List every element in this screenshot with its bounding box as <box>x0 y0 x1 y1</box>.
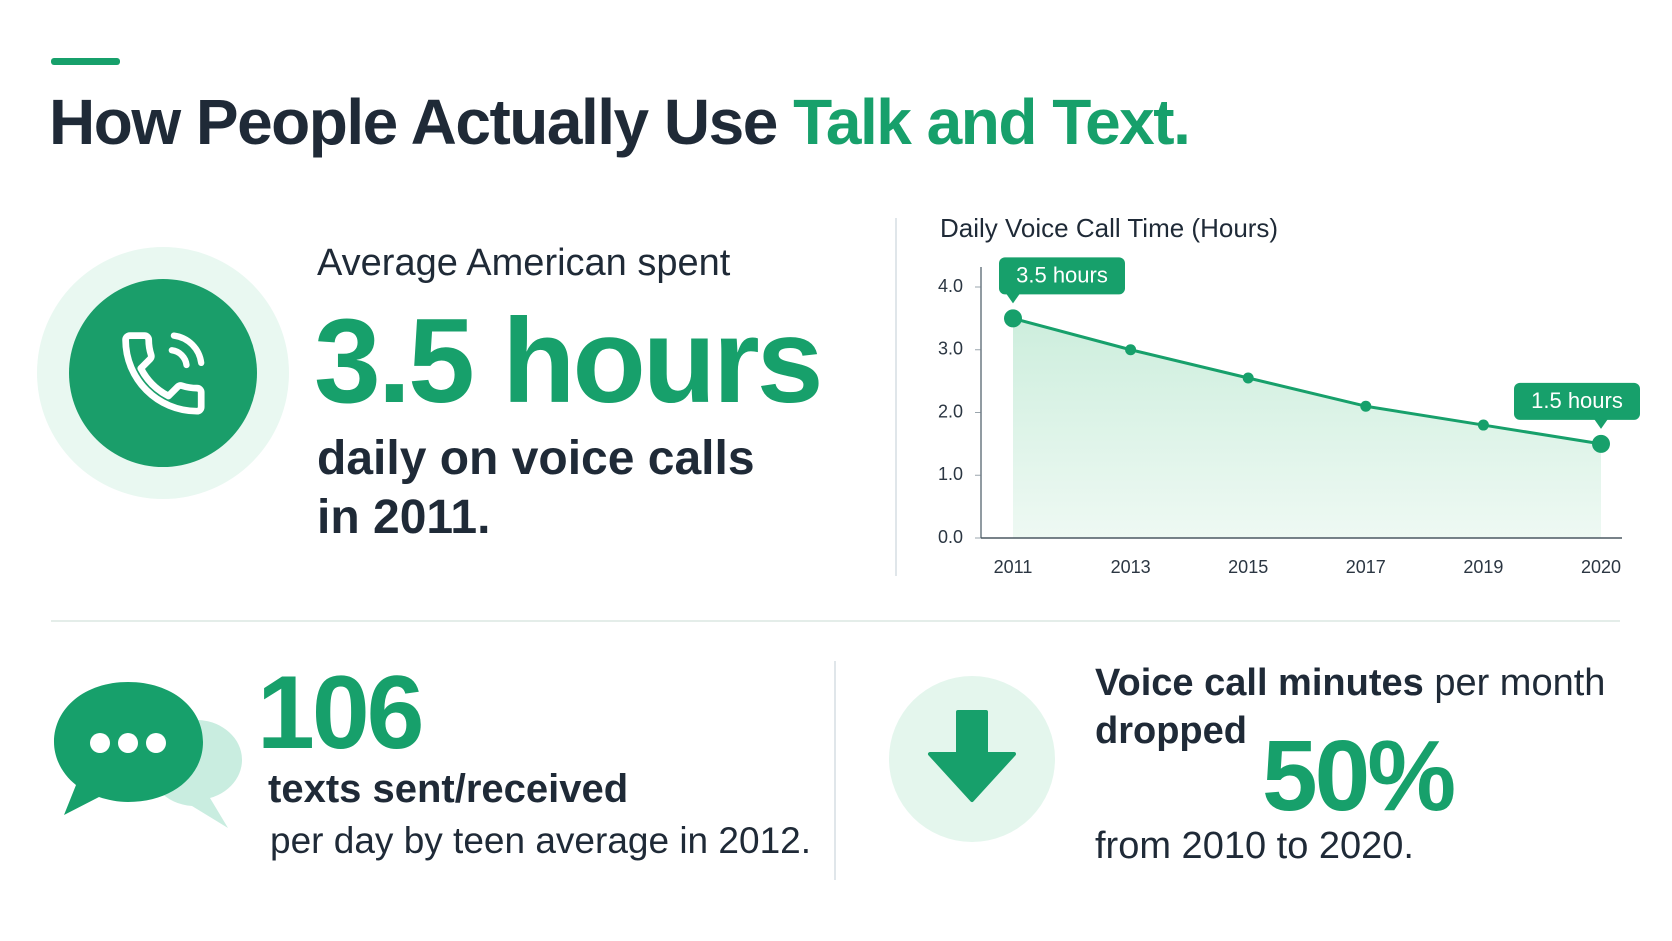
data-label: 3.5 hours <box>1016 263 1108 288</box>
stat-text: dropped <box>1095 710 1247 752</box>
callout-pointer <box>1594 418 1608 429</box>
stat-text: in 2011. <box>317 491 490 544</box>
line <box>1012 316 1602 446</box>
stat-bold: Voice call minutes <box>1095 662 1424 704</box>
point <box>1125 344 1137 356</box>
callout-pointer <box>1006 293 1020 304</box>
callout-box <box>1514 382 1640 420</box>
phone-icon-bg <box>69 279 257 467</box>
x-tick-label: 2017 <box>1346 557 1386 577</box>
stat-text: per day by teen average in 2012. <box>270 820 811 861</box>
data-label: 1.5 hours <box>1531 388 1623 413</box>
callout-box <box>999 257 1125 295</box>
down-arrow-icon <box>928 710 1016 802</box>
line-chart: 0.0 1.0 2.0 3.0 4.0 2011 3.5 hours 2013 2015 2017… <box>938 257 1640 577</box>
page-title: How People Actually Use Talk and Text. <box>49 86 1189 158</box>
point <box>1242 372 1254 384</box>
point <box>1592 434 1610 453</box>
accent-bar <box>51 58 120 65</box>
y-tick-label: 0.0 <box>938 527 963 547</box>
phone-icon <box>122 332 205 415</box>
x-tick-label: 2020 <box>1581 557 1621 577</box>
x-tick-label: 2013 <box>1111 557 1151 577</box>
title-part: How People Actually Use <box>49 86 793 158</box>
y-tick-label: 4.0 <box>938 276 963 296</box>
point <box>1004 309 1022 328</box>
x-tick-label: 2019 <box>1463 557 1503 577</box>
x-tick-label: 2015 <box>1228 557 1268 577</box>
y-tick-label: 3.0 <box>938 339 963 359</box>
stat-value: 50% <box>1262 720 1454 832</box>
point <box>1477 419 1489 431</box>
stat-text: Voice call minutes per month <box>1095 662 1605 704</box>
y-tick-label: 1.0 <box>938 464 963 484</box>
stat-text: daily on voice calls <box>317 432 755 485</box>
chat-icon <box>54 682 242 828</box>
stat-value: 3.5 hours <box>314 294 821 428</box>
stat-regular: per month <box>1424 662 1606 704</box>
point <box>1360 400 1372 412</box>
stat-text: from 2010 to 2020. <box>1095 825 1414 867</box>
stat-text: texts sent/received <box>268 767 628 811</box>
stat-lead: Average American spent <box>317 242 731 284</box>
title-highlight: Talk and Text. <box>793 86 1189 158</box>
area <box>1013 318 1601 538</box>
chart-title: Daily Voice Call Time (Hours) <box>940 213 1278 243</box>
y-tick-label: 2.0 <box>938 401 963 421</box>
stat-value: 106 <box>257 655 422 771</box>
x-tick-label: 2011 <box>994 557 1033 577</box>
